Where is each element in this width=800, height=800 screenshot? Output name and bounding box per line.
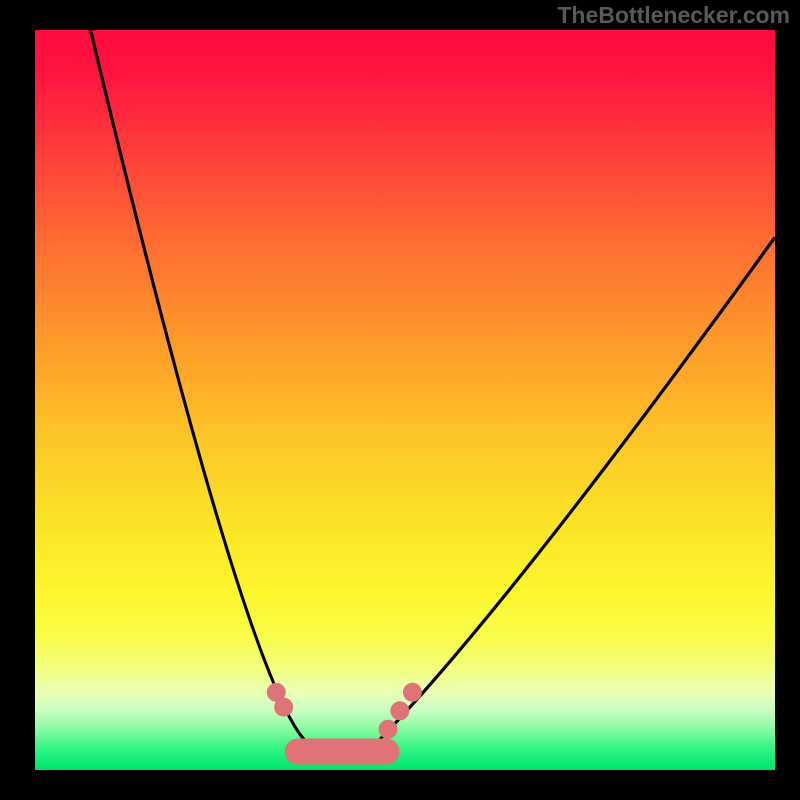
data-marker <box>274 698 293 717</box>
chart-container: TheBottlenecker.com <box>0 0 800 800</box>
gradient-background <box>35 30 775 770</box>
bottleneck-chart <box>35 30 775 770</box>
data-marker <box>403 683 422 702</box>
data-marker <box>378 720 397 739</box>
watermark-text: TheBottlenecker.com <box>557 2 790 29</box>
data-marker <box>390 701 409 720</box>
